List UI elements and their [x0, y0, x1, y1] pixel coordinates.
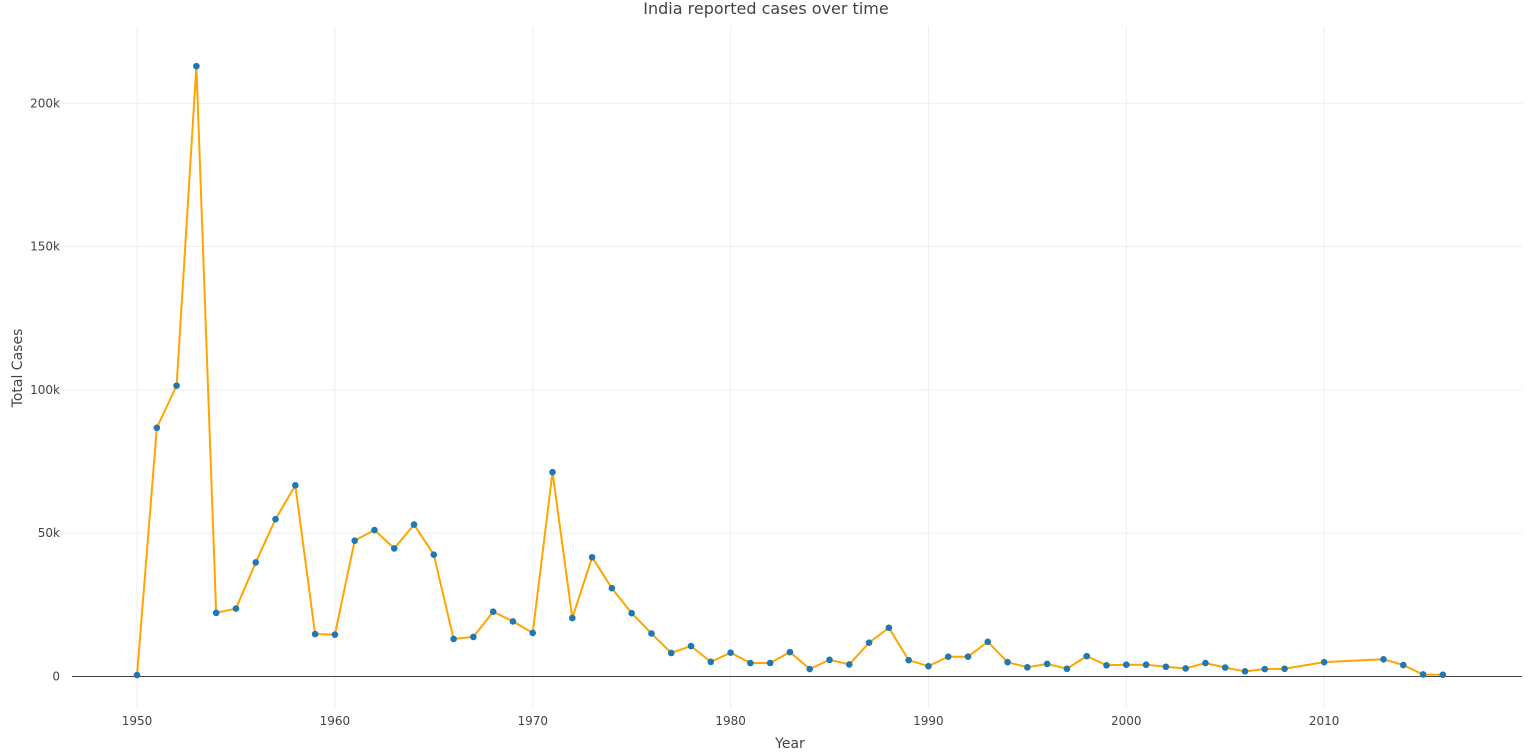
- data-point[interactable]: [193, 62, 200, 70]
- data-point[interactable]: [628, 609, 635, 617]
- data-point[interactable]: [390, 545, 398, 552]
- data-point[interactable]: [1024, 664, 1031, 671]
- y-tick-label: 100k: [30, 383, 60, 397]
- chart-title: India reported cases over time: [643, 0, 888, 18]
- data-point[interactable]: [252, 559, 260, 566]
- data-point[interactable]: [944, 653, 952, 661]
- data-point[interactable]: [569, 614, 576, 622]
- data-point[interactable]: [351, 537, 358, 544]
- y-axis-title: Total Cases: [10, 329, 26, 409]
- series-layer: [133, 62, 1447, 679]
- data-point[interactable]: [1162, 663, 1170, 671]
- data-point[interactable]: [687, 642, 695, 650]
- data-point[interactable]: [292, 482, 299, 489]
- x-tick-label: 2010: [1309, 714, 1340, 728]
- y-axis-ticks: 0 50k 100k 150k 200k: [30, 96, 60, 683]
- x-tick-label: 1980: [715, 714, 746, 728]
- data-point[interactable]: [865, 639, 873, 646]
- data-point[interactable]: [707, 658, 715, 666]
- gridlines: [48, 26, 1522, 708]
- y-tick-label: 0: [52, 669, 60, 683]
- data-point[interactable]: [1439, 671, 1447, 679]
- data-point[interactable]: [964, 653, 972, 661]
- data-point[interactable]: [648, 630, 655, 637]
- data-point[interactable]: [232, 605, 240, 612]
- data-point[interactable]: [608, 584, 616, 592]
- data-point[interactable]: [1221, 664, 1229, 671]
- data-point[interactable]: [430, 551, 438, 558]
- data-point[interactable]: [766, 659, 774, 667]
- data-point[interactable]: [1103, 662, 1110, 669]
- data-point[interactable]: [1202, 659, 1209, 667]
- x-tick-label: 1970: [517, 714, 548, 728]
- data-point[interactable]: [509, 618, 517, 625]
- data-point[interactable]: [549, 468, 556, 476]
- data-point[interactable]: [1123, 661, 1130, 669]
- data-point[interactable]: [1004, 658, 1011, 666]
- data-point[interactable]: [371, 526, 378, 534]
- x-axis-title: Year: [774, 736, 805, 752]
- data-point[interactable]: [1281, 665, 1288, 673]
- data-point[interactable]: [1063, 665, 1071, 673]
- data-point[interactable]: [1142, 661, 1150, 669]
- y-tick-label: 50k: [38, 526, 60, 540]
- data-point[interactable]: [885, 624, 893, 632]
- data-point[interactable]: [1380, 655, 1387, 663]
- data-point[interactable]: [153, 424, 161, 432]
- x-tick-label: 2000: [1111, 714, 1142, 728]
- data-point[interactable]: [905, 656, 912, 664]
- x-tick-label: 1990: [913, 714, 944, 728]
- data-point[interactable]: [925, 662, 932, 670]
- data-point[interactable]: [173, 382, 180, 389]
- data-point[interactable]: [212, 609, 220, 617]
- data-point[interactable]: [272, 515, 279, 523]
- series-line: [136, 65, 1443, 676]
- data-point[interactable]: [1182, 665, 1189, 672]
- data-point[interactable]: [489, 608, 497, 616]
- x-tick-label: 1950: [122, 714, 153, 728]
- data-point[interactable]: [826, 656, 833, 664]
- data-point[interactable]: [331, 631, 339, 638]
- data-point[interactable]: [846, 661, 853, 668]
- x-tick-label: 1960: [320, 714, 351, 728]
- data-point[interactable]: [1419, 671, 1427, 678]
- y-tick-label: 200k: [30, 96, 60, 110]
- data-point[interactable]: [1083, 652, 1091, 660]
- y-tick-label: 150k: [30, 240, 60, 254]
- data-point[interactable]: [450, 635, 457, 643]
- data-point[interactable]: [667, 649, 675, 657]
- data-point[interactable]: [529, 629, 537, 637]
- data-point[interactable]: [727, 649, 734, 656]
- data-point[interactable]: [786, 648, 794, 656]
- data-point[interactable]: [410, 521, 418, 528]
- data-point[interactable]: [311, 630, 319, 638]
- data-point[interactable]: [1241, 668, 1249, 675]
- data-point[interactable]: [1320, 658, 1328, 666]
- x-axis-ticks: 1950 1960 1970 1980 1990 2000 2010: [122, 714, 1340, 728]
- data-point[interactable]: [984, 638, 992, 646]
- data-point[interactable]: [747, 659, 754, 667]
- data-point[interactable]: [588, 553, 596, 561]
- data-point[interactable]: [470, 633, 477, 641]
- data-point[interactable]: [133, 671, 141, 679]
- data-point[interactable]: [1043, 660, 1051, 668]
- data-point[interactable]: [1399, 661, 1407, 669]
- data-point[interactable]: [1261, 665, 1269, 673]
- data-point[interactable]: [806, 665, 814, 673]
